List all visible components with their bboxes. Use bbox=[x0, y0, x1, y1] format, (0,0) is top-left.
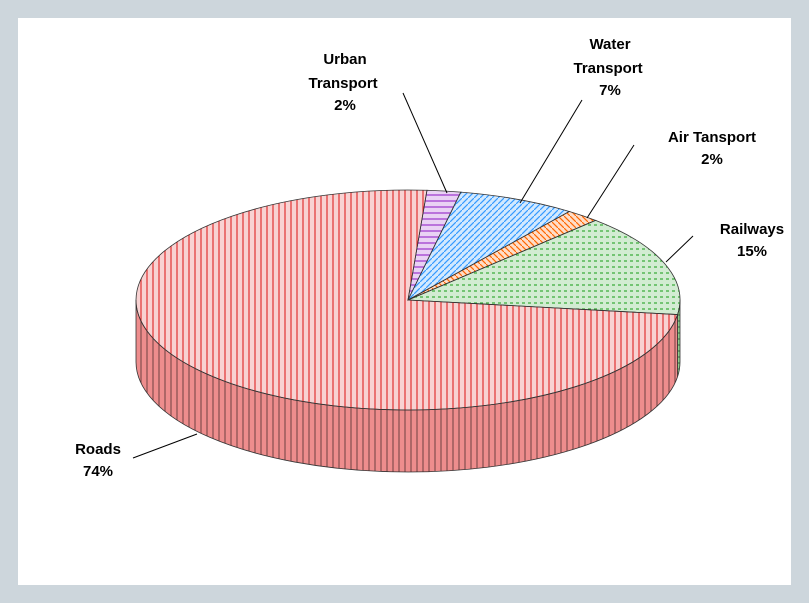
category-label: Air Tansport bbox=[668, 129, 756, 146]
leader-line bbox=[402, 92, 448, 194]
category-label: Railways bbox=[720, 221, 784, 238]
leader-line bbox=[665, 235, 694, 263]
leader-line bbox=[586, 144, 635, 219]
category-label: Roads bbox=[75, 441, 121, 458]
pie-slice bbox=[135, 189, 679, 411]
value-label: 2% bbox=[334, 97, 356, 114]
leader-line bbox=[519, 99, 583, 204]
category-label: Water Transport bbox=[569, 36, 642, 77]
labels: Urban Transport 2% Water Transport 7% Air Ta… bbox=[75, 36, 784, 480]
pie-slice bbox=[407, 191, 571, 301]
value-label: 15% bbox=[737, 243, 767, 260]
leader-line bbox=[132, 433, 198, 459]
pie-tops bbox=[135, 189, 681, 411]
category-label: Urban Transport bbox=[304, 51, 377, 92]
value-label: 2% bbox=[701, 151, 723, 168]
pie-slice bbox=[407, 219, 681, 315]
value-label: 7% bbox=[599, 82, 621, 99]
value-label: 74% bbox=[83, 463, 113, 480]
